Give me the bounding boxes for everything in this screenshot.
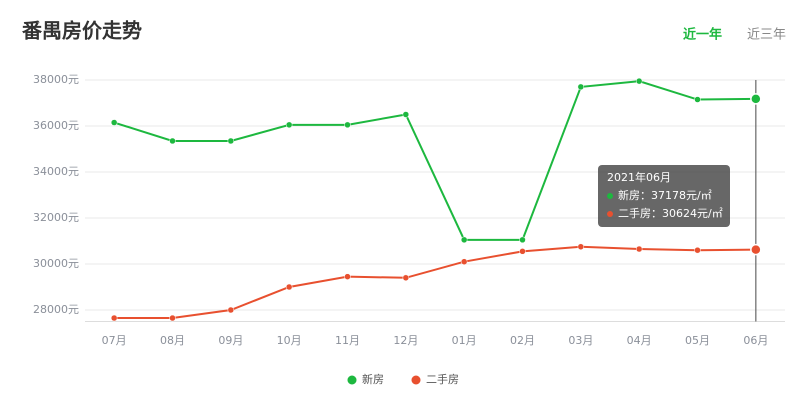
point xyxy=(694,96,701,103)
legend-label: 二手房 xyxy=(426,372,459,386)
x-tick-label: 08月 xyxy=(160,334,185,347)
point xyxy=(750,243,762,256)
point xyxy=(110,119,118,126)
tooltip-title: 2021年06月 xyxy=(607,170,671,184)
point xyxy=(169,314,176,322)
y-tick-label: 36000元 xyxy=(33,119,79,132)
y-tick-label: 28000元 xyxy=(33,303,79,316)
point xyxy=(227,306,235,314)
point xyxy=(460,236,468,244)
x-tick-label: 09月 xyxy=(218,334,243,347)
point xyxy=(344,273,351,280)
x-tick-label: 02月 xyxy=(510,334,535,347)
point xyxy=(635,245,643,253)
y-tick-label: 32000元 xyxy=(33,211,79,224)
x-tick-label: 06月 xyxy=(743,334,768,347)
tooltip-marker xyxy=(607,211,613,217)
legend-marker xyxy=(347,375,357,385)
x-tick-label: 10月 xyxy=(277,334,302,347)
point xyxy=(694,246,701,254)
y-tick-label: 30000元 xyxy=(33,257,79,270)
point xyxy=(750,93,762,105)
tooltip-line: 新房：37178元/㎡ xyxy=(618,188,712,202)
tooltip-marker xyxy=(607,193,613,199)
point xyxy=(285,283,293,291)
x-tick-label: 01月 xyxy=(452,334,477,347)
tab[interactable]: 近三年 xyxy=(747,28,786,43)
point xyxy=(169,137,176,145)
point xyxy=(402,111,410,118)
point xyxy=(110,314,118,322)
point xyxy=(519,236,526,244)
tooltip-line: 二手房：30624元/㎡ xyxy=(618,206,723,220)
page-title: 番禺房价走势 xyxy=(21,19,142,43)
point xyxy=(460,258,468,265)
tab[interactable]: 近一年 xyxy=(683,27,722,43)
legend-label: 新房 xyxy=(362,372,384,386)
series-line xyxy=(114,245,756,320)
point xyxy=(635,77,643,85)
x-tick-label: 07月 xyxy=(102,334,127,347)
legend-marker xyxy=(411,375,421,385)
tooltip-box xyxy=(598,165,730,227)
point xyxy=(577,83,585,91)
point xyxy=(344,121,351,129)
y-tick-label: 34000元 xyxy=(33,165,79,178)
x-tick-label: 05月 xyxy=(685,334,710,347)
x-tick-label: 04月 xyxy=(627,334,652,347)
y-tick-label: 38000元 xyxy=(33,73,79,86)
series-line xyxy=(113,80,756,241)
point xyxy=(577,243,585,250)
point xyxy=(285,121,293,129)
point xyxy=(402,274,410,282)
x-tick-label: 03月 xyxy=(568,334,593,347)
x-tick-label: 11月 xyxy=(335,334,360,347)
point xyxy=(227,137,235,145)
x-tick-label: 12月 xyxy=(393,334,418,347)
point xyxy=(519,248,526,255)
